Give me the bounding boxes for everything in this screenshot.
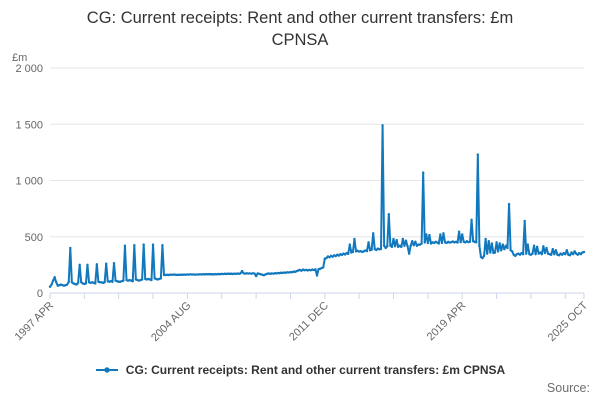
series-line[interactable] <box>49 124 585 288</box>
chart-title-line1: CG: Current receipts: Rent and other cur… <box>86 9 514 27</box>
y-tick-label: 500 <box>25 232 43 244</box>
x-tick-label: 1997 APR <box>13 300 57 344</box>
source-label: Source: <box>546 381 590 395</box>
legend: CG: Current receipts: Rent and other cur… <box>0 363 600 377</box>
x-tick-label: 2011 DEC <box>287 300 331 344</box>
y-tick-label: 2 000 <box>15 63 43 75</box>
x-tick-label: 2019 APR <box>425 300 469 344</box>
legend-label: CG: Current receipts: Rent and other cur… <box>125 363 506 377</box>
chart-title-line2: CPNSA <box>271 31 329 49</box>
y-tick-label: 1 000 <box>15 176 43 188</box>
y-axis-unit-label: £m <box>12 52 27 64</box>
legend-item[interactable]: CG: Current receipts: Rent and other cur… <box>95 363 505 377</box>
series-markers <box>48 124 586 289</box>
y-tick-label: 0 <box>37 288 43 300</box>
x-tick-label: 2025 OCT <box>546 299 591 344</box>
series-line-marker-icon <box>95 367 118 373</box>
chart-title: CG: Current receipts: Rent and other cur… <box>0 7 600 51</box>
y-tick-label: 1 500 <box>15 119 43 131</box>
x-tick-label: 2004 AUG <box>149 300 193 344</box>
